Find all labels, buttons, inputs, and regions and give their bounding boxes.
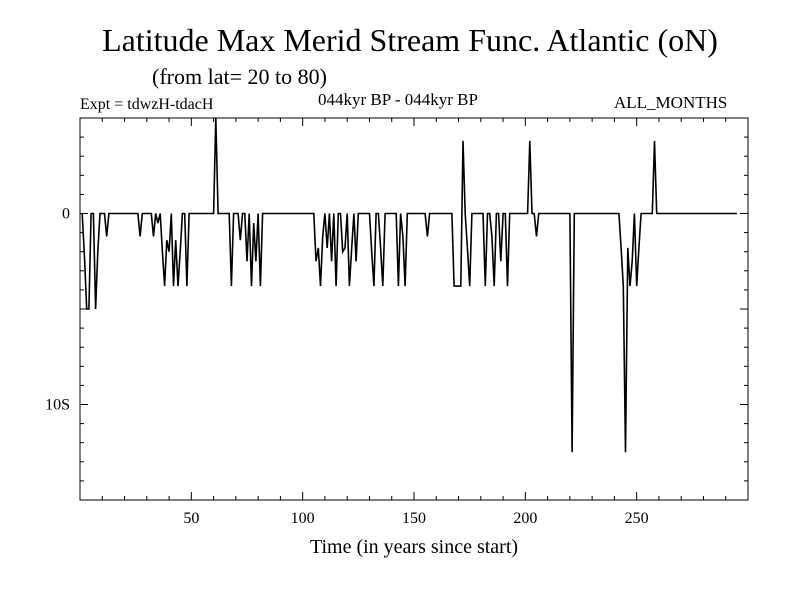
series-line — [81, 117, 737, 453]
x-tick-label: 50 — [183, 510, 199, 527]
y-tick-label: 0 — [62, 206, 70, 223]
axis-ticks — [80, 118, 748, 500]
x-tick-label: 250 — [625, 510, 649, 527]
plot-frame — [79, 117, 749, 501]
x-axis-label: Time (in years since start) — [310, 536, 518, 558]
experiment-label: Expt = tdwzH-tdacH — [80, 96, 214, 113]
chart-title: Latitude Max Merid Stream Func. Atlantic… — [102, 22, 718, 58]
period-label: 044kyr BP - 044kyr BP — [318, 90, 478, 109]
x-tick-label: 200 — [513, 510, 537, 527]
x-tick-label: 150 — [402, 510, 426, 527]
x-tick-label: 100 — [291, 510, 315, 527]
y-tick-label: 10S — [45, 397, 70, 414]
axis-tick-labels: 50 100 150 200 250 0 10S — [45, 206, 649, 528]
months-label: ALL_MONTHS — [614, 93, 728, 112]
chart-subtitle: (from lat= 20 to 80) — [152, 64, 327, 89]
